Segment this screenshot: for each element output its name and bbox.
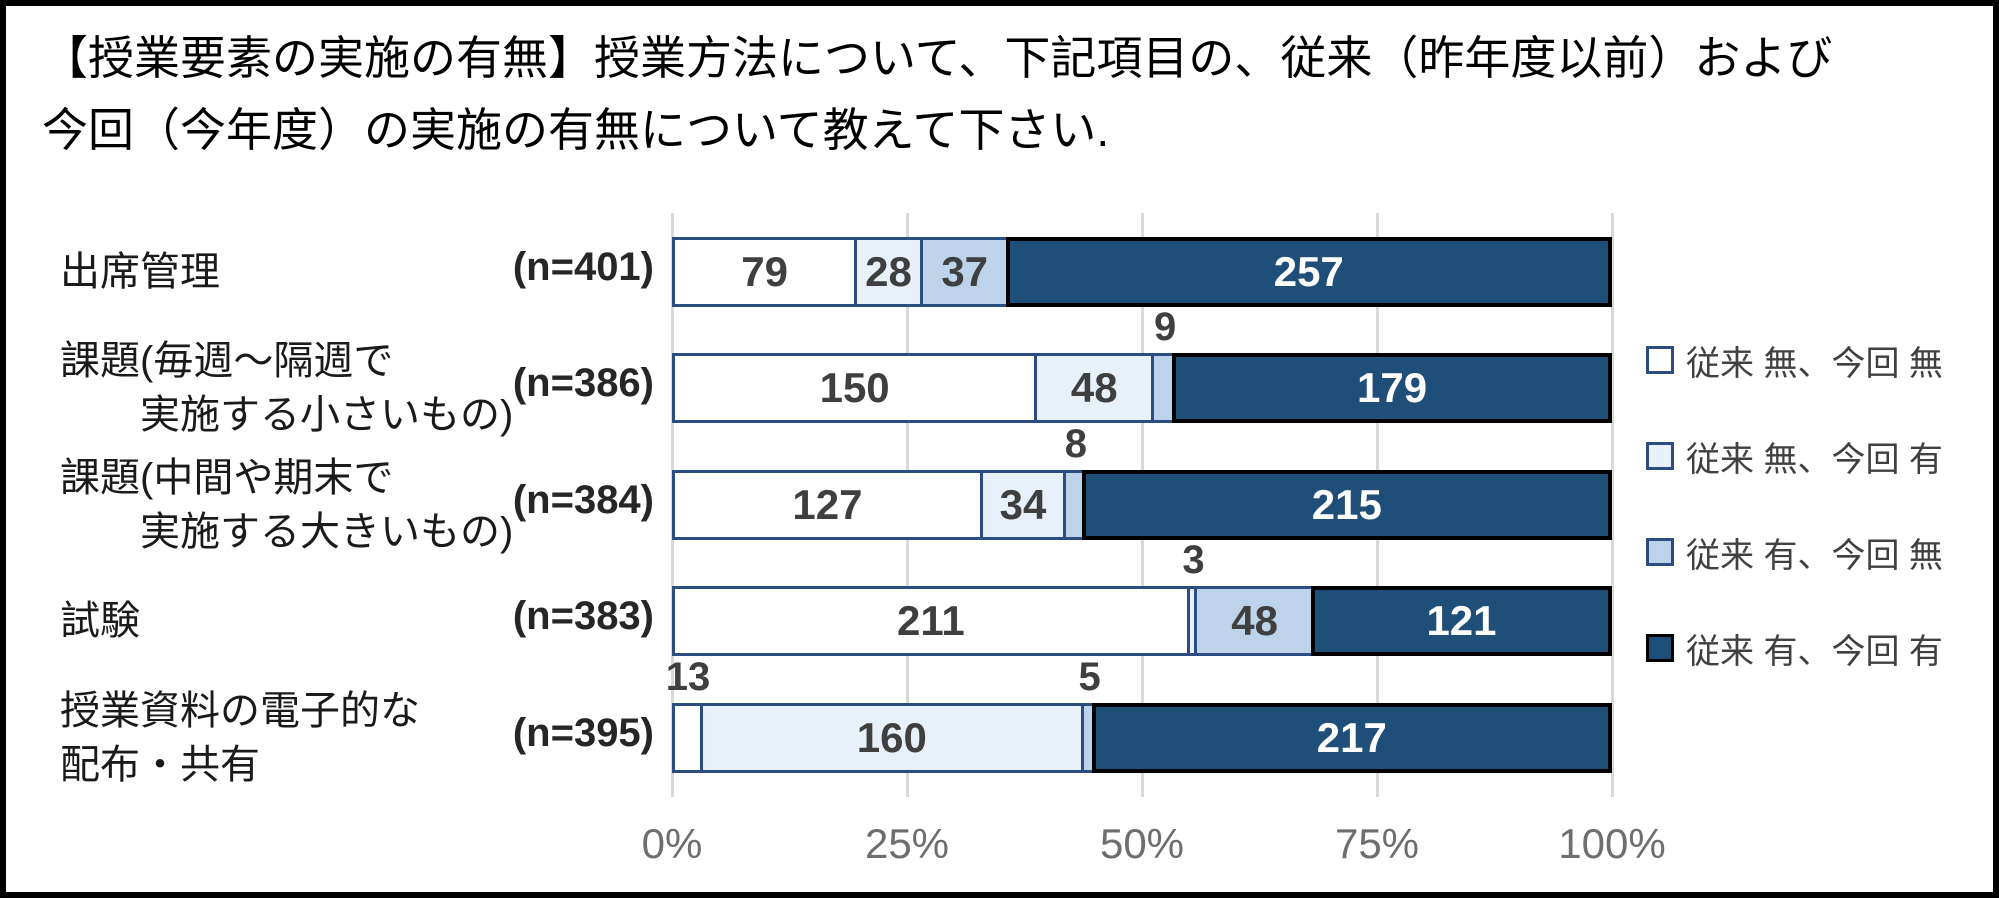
- category-label: 試験: [60, 594, 440, 648]
- segment-value-label-outside: 13: [665, 655, 711, 699]
- legend-swatch: [1646, 634, 1674, 662]
- category-label-line: 実施する小さいもの): [140, 393, 514, 437]
- category-label-line: 授業資料の電子的な: [60, 689, 420, 733]
- legend-item: 従来 有、今回 無: [1646, 532, 1943, 575]
- sample-size-label: (n=395): [512, 711, 654, 755]
- x-axis-tick-label: 50%: [1099, 820, 1185, 867]
- segment-value-label: 48: [1070, 364, 1118, 411]
- bar-segment: 79: [672, 237, 858, 307]
- category-label-line: 課題(中間や期末で: [60, 456, 394, 500]
- title-line-2: 今回（今年度）の実施の有無について教えて下さい.: [42, 104, 1110, 156]
- bar-segment: [672, 703, 703, 773]
- bar-segment: 48: [1194, 586, 1316, 656]
- segment-value-label-outside: 9: [1154, 305, 1177, 349]
- segment-value-label: 217: [1316, 714, 1387, 761]
- chart-question-title: 【授業要素の実施の有無】授業方法について、下記項目の、従来（昨年度以前）および …: [42, 22, 1962, 166]
- category-label: 課題(中間や期末で実施する大きいもの): [60, 451, 514, 559]
- bar-segment: 48: [1034, 353, 1155, 423]
- legend-label: 従来 有、今回 有: [1686, 632, 1943, 671]
- category-label-line: 課題(毎週～隔週で: [60, 339, 394, 383]
- segment-value-label: 79: [741, 248, 788, 295]
- segment-value-label: 179: [1356, 364, 1428, 411]
- sample-size-label: (n=386): [512, 361, 654, 405]
- bar-segment: 127: [672, 470, 983, 540]
- legend-item: 従来 有、今回 有: [1646, 628, 1943, 671]
- legend-item: 従来 無、今回 有: [1646, 436, 1943, 479]
- bar-segment: 217: [1091, 703, 1612, 773]
- legend-swatch: [1646, 346, 1674, 374]
- bar-segment: 150: [672, 353, 1038, 423]
- bar-segment: 257: [1005, 237, 1612, 307]
- sample-size-label: (n=384): [512, 478, 654, 522]
- legend-label: 従来 有、今回 無: [1686, 536, 1943, 575]
- segment-value-label: 121: [1426, 597, 1497, 644]
- segment-value-label: 37: [941, 248, 989, 295]
- bar-segment: 179: [1172, 353, 1612, 423]
- sample-size-label: (n=401): [512, 245, 654, 289]
- segment-value-label: 48: [1231, 597, 1278, 644]
- sample-size-label: (n=383): [512, 594, 654, 638]
- category-label-line: 実施する大きいもの): [140, 510, 514, 554]
- x-axis-tick-label: 25%: [864, 820, 950, 867]
- title-line-1: 【授業要素の実施の有無】授業方法について、下記項目の、従来（昨年度以前）および: [42, 32, 1833, 84]
- legend-label: 従来 無、今回 有: [1686, 440, 1943, 479]
- x-axis-tick-label: 100%: [1558, 820, 1666, 867]
- legend-swatch: [1646, 442, 1674, 470]
- bar-segment: 28: [854, 237, 923, 307]
- bar: 127 34 215: [672, 470, 1612, 540]
- category-label: 出席管理: [60, 245, 440, 299]
- category-label: 授業資料の電子的な 配布・共有: [60, 684, 440, 792]
- segment-value-label: 257: [1273, 248, 1344, 295]
- legend-item: 従来 無、今回 無: [1646, 340, 1943, 383]
- bar: 211 48 121: [672, 586, 1612, 656]
- segment-value-label-outside: 3: [1182, 538, 1205, 582]
- bar-segment: 215: [1081, 470, 1612, 540]
- bar-segment: 37: [919, 237, 1010, 307]
- x-axis-tick-label: 0%: [641, 820, 703, 867]
- category-label-line: 配布・共有: [60, 743, 260, 787]
- segment-value-label: 28: [865, 248, 912, 295]
- segment-value-label-outside: 5: [1078, 655, 1101, 699]
- bar-segment: 211: [672, 586, 1190, 656]
- gridline: [1610, 213, 1614, 797]
- bar-segment: 34: [979, 470, 1067, 540]
- category-label: 課題(毎週～隔週で実施する小さいもの): [60, 334, 514, 442]
- segment-value-label-outside: 8: [1064, 422, 1088, 466]
- segment-value-label: 211: [897, 597, 965, 644]
- segment-value-label: 150: [819, 364, 890, 411]
- legend-swatch: [1646, 538, 1674, 566]
- bar: 150 48 179: [672, 353, 1612, 423]
- category-label-line: 出席管理: [60, 250, 220, 294]
- segment-value-label: 127: [792, 481, 863, 528]
- bar-segment: 121: [1311, 586, 1612, 656]
- x-axis-tick-label: 75%: [1334, 820, 1420, 867]
- segment-value-label: 215: [1311, 481, 1382, 528]
- segment-value-label: 34: [999, 481, 1047, 528]
- bar: 79 28 37 257: [672, 237, 1612, 307]
- legend-label: 従来 無、今回 無: [1686, 344, 1943, 383]
- segment-value-label: 160: [856, 714, 927, 761]
- category-label-line: 試験: [60, 599, 140, 643]
- bar: 160 217: [672, 703, 1612, 773]
- bar-segment: 160: [699, 703, 1084, 773]
